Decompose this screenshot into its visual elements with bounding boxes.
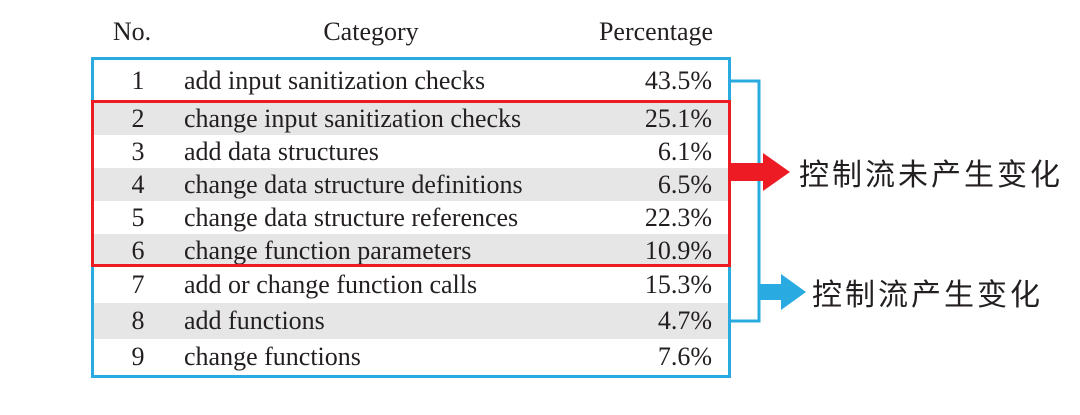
red-arrow-icon	[731, 153, 790, 191]
row-percentage: 15.3%	[644, 270, 712, 299]
row-category: add or change function calls	[184, 270, 478, 299]
row-percentage: 6.1%	[657, 136, 712, 166]
table-row: 5 change data structure references 22.3%	[94, 201, 728, 234]
label-control-flow-change: 控制流产生变化	[812, 279, 1043, 312]
row-percentage: 25.1%	[644, 103, 712, 133]
table-row: 7 add or change function calls 15.3%	[94, 267, 728, 303]
row-category: change function parameters	[184, 235, 472, 265]
table-row: 3 add data structures 6.1%	[94, 135, 728, 168]
blue-arrow-icon	[759, 274, 806, 310]
row-category: add data structures	[184, 136, 379, 166]
row-number: 1	[131, 66, 145, 95]
row-number: 6	[131, 235, 145, 265]
bracket-line	[731, 79, 761, 323]
column-header-category: Category	[323, 17, 419, 46]
row-category: add input sanitization checks	[184, 66, 486, 95]
label-no-control-flow-change: 控制流未产生变化	[799, 159, 1063, 192]
table-row: 1 add input sanitization checks 43.5%	[94, 60, 728, 102]
row-number: 2	[131, 103, 145, 133]
table-row: 4 change data structure definitions 6.5%	[94, 168, 728, 201]
row-number: 9	[131, 342, 145, 371]
row-category: change input sanitization checks	[184, 103, 522, 133]
row-percentage: 7.6%	[657, 342, 712, 371]
table-row: 9 change functions 7.6%	[94, 339, 728, 375]
table-row: 6 change function parameters 10.9%	[94, 234, 728, 267]
row-category: change functions	[184, 342, 361, 371]
row-percentage: 43.5%	[644, 66, 712, 95]
row-percentage: 6.5%	[657, 169, 712, 199]
row-category: change data structure definitions	[184, 169, 523, 199]
row-percentage: 4.7%	[657, 306, 712, 335]
row-number: 5	[131, 202, 145, 232]
row-number: 7	[131, 270, 145, 299]
row-number: 8	[131, 306, 145, 335]
row-percentage: 22.3%	[644, 202, 712, 232]
row-number: 3	[131, 136, 145, 166]
table-row: 8 add functions 4.7%	[94, 303, 728, 339]
table: 1 add input sanitization checks 43.5% 2 …	[91, 57, 731, 378]
row-category: add functions	[184, 306, 325, 335]
row-percentage: 10.9%	[644, 235, 712, 265]
table-row: 2 change input sanitization checks 25.1%	[94, 102, 728, 135]
row-category: change data structure references	[184, 202, 519, 232]
column-header-no: No.	[112, 17, 152, 46]
column-header-percentage: Percentage	[598, 17, 714, 46]
row-number: 4	[131, 169, 145, 199]
